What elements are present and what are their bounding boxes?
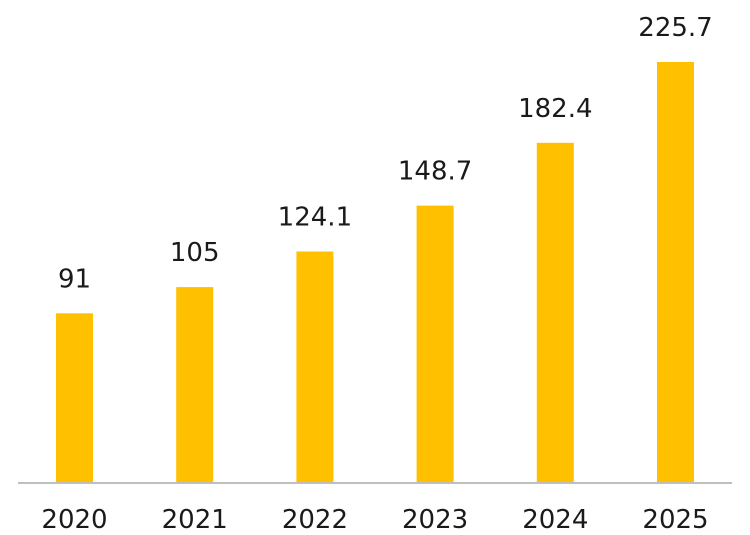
- x-tick-label-2025: 2025: [642, 505, 708, 535]
- data-label-2023: 148.7: [398, 157, 472, 187]
- bars-group: [56, 62, 694, 484]
- x-tick-label-2022: 2022: [282, 505, 348, 535]
- x-tick-labels-group: 2020 2021 2022 2023 2024 2025: [41, 505, 708, 535]
- bar-2021: [176, 287, 214, 483]
- data-labels-group: 91 105 124.1 148.7 182.4 225.7: [58, 13, 713, 294]
- data-label-2021: 105: [170, 238, 220, 268]
- x-tick-label-2021: 2021: [162, 505, 228, 535]
- x-tick-label-2023: 2023: [402, 505, 468, 535]
- bar-2025: [657, 62, 694, 483]
- bar-2022: [296, 251, 334, 483]
- data-label-2020: 91: [58, 264, 91, 294]
- bar-2020: [56, 313, 93, 483]
- bar-2023: [416, 205, 454, 483]
- data-label-2025: 225.7: [638, 13, 712, 43]
- x-tick-label-2024: 2024: [522, 505, 588, 535]
- x-tick-label-2020: 2020: [41, 505, 107, 535]
- data-label-2022: 124.1: [278, 203, 352, 233]
- bar-2024: [536, 142, 574, 484]
- data-label-2024: 182.4: [518, 94, 592, 124]
